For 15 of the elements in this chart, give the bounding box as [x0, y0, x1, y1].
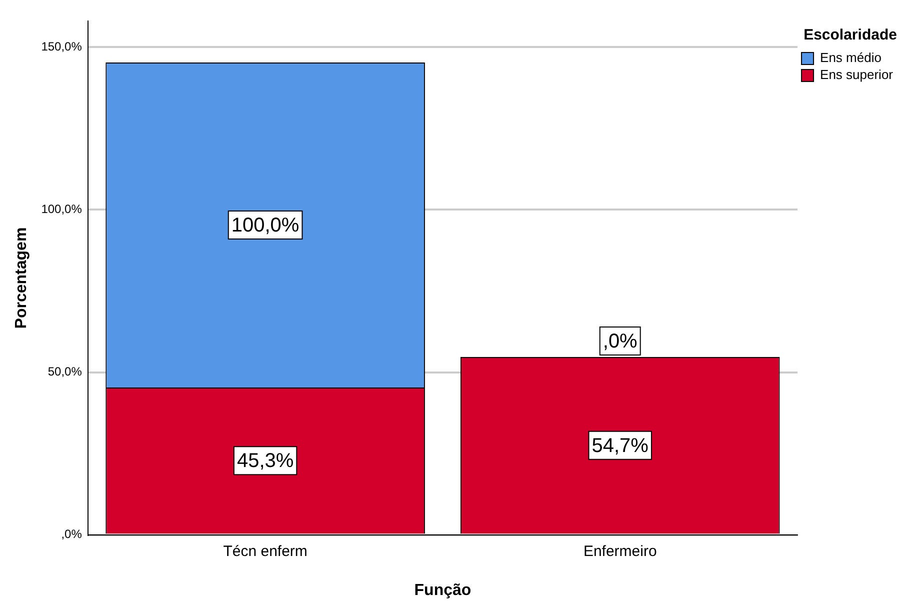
- y-tick-label: ,0%: [61, 527, 82, 542]
- legend-title: Escolaridade: [804, 26, 897, 44]
- x-tick-label: Enfermeiro: [583, 542, 657, 560]
- data-label: 45,3%: [236, 450, 294, 472]
- x-axis-title: Função: [414, 582, 472, 599]
- x-tick-label: Técn enferm: [223, 542, 308, 560]
- data-label: ,0%: [602, 330, 638, 353]
- y-tick-label: 150,0%: [41, 40, 82, 54]
- legend-label: Ens médio: [820, 50, 882, 66]
- data-label: 100,0%: [231, 214, 300, 237]
- data-label: 54,7%: [592, 434, 649, 457]
- legend-label: Ens superior: [820, 67, 894, 82]
- y-tick-label: 100,0%: [41, 202, 82, 216]
- y-tick-label: 50,0%: [48, 364, 82, 379]
- y-axis-title: Porcentagem: [13, 227, 30, 329]
